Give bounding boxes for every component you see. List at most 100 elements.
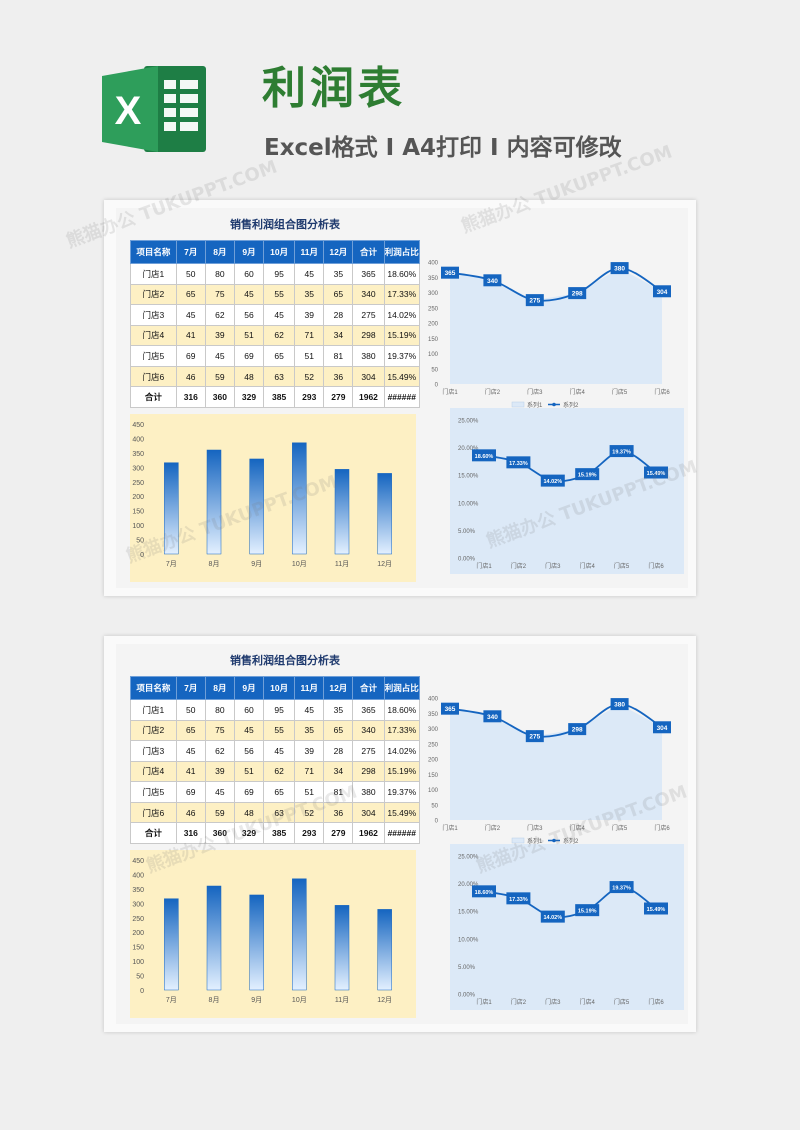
- row-label: 门店5: [130, 345, 177, 367]
- total-cell: 316: [175, 822, 206, 844]
- total-cell: 279: [323, 386, 354, 408]
- table-cell: 45: [294, 699, 325, 721]
- y-tick-label: 50: [136, 974, 144, 981]
- profit-table: 项目名称 7月 8月 9月 10月 11月 12月 合计 利润占比 门店1 50 80 60 95 45 35…: [130, 240, 421, 408]
- table-cell: 17.33%: [383, 283, 421, 306]
- total-cell: ######: [383, 386, 421, 408]
- table-cell: 304: [352, 801, 385, 824]
- table-cell: 298: [352, 324, 385, 347]
- bar: [164, 898, 179, 991]
- y-tick-label: 250: [132, 480, 144, 487]
- table-row: 门店3 45 62 56 45 39 28 275 14.02%: [130, 304, 421, 326]
- column-header: 10月: [263, 240, 296, 264]
- total-cell: 329: [233, 822, 265, 844]
- table-cell: 35: [294, 719, 325, 742]
- table-cell: 59: [204, 801, 235, 824]
- y-tick-label: 400: [428, 697, 439, 703]
- table-cell: 51: [294, 781, 325, 803]
- table-cell: 71: [294, 760, 325, 783]
- area-series: [450, 704, 662, 820]
- table-cell: 65: [175, 283, 206, 306]
- store-ratio-line-chart: 0.00% 5.00% 10.00% 15.00% 20.00% 25.00% 18.60%…: [420, 844, 684, 1010]
- y-tick-label: 350: [132, 451, 144, 458]
- y-tick-label: 200: [132, 494, 144, 501]
- data-label-box: [540, 474, 565, 487]
- table-cell: 35: [323, 263, 354, 285]
- data-label-box: [653, 721, 671, 734]
- x-tick-label: 门店1: [442, 388, 458, 396]
- data-label: 19.37%: [612, 450, 631, 456]
- x-tick-label: 门店1: [442, 824, 458, 832]
- y-tick-label: 450: [132, 422, 144, 429]
- y-tick-label: 20.00%: [458, 882, 479, 888]
- column-header: 7月: [175, 240, 206, 264]
- store-total-line-chart: 0 50 100 150 200 250 300 350 400 365 门店1 340 门店2 275 门…: [420, 680, 680, 846]
- y-tick-label: 5.00%: [458, 529, 476, 535]
- y-tick-label: 200: [428, 758, 439, 764]
- table-cell: 80: [204, 263, 235, 285]
- table-cell: 95: [263, 263, 296, 285]
- data-label-box: [644, 466, 668, 479]
- table-cell: 60: [233, 263, 265, 285]
- monthly-bar-chart: 0 50 100 150 200 250 300 350 400 450 7月 8月 9月 10月 11月 1…: [130, 850, 416, 1018]
- monthly-bar-chart: 0 50 100 150 200 250 300 350 400 450 7月 8月 9月 10月 11月 1…: [130, 414, 416, 582]
- row-label: 门店4: [130, 760, 177, 783]
- data-label: 304: [657, 289, 668, 296]
- data-label-box: [525, 294, 544, 307]
- table-cell: 62: [263, 760, 296, 783]
- x-tick-label: 门店6: [654, 388, 670, 396]
- table-cell: 45: [175, 740, 206, 762]
- data-label-box: [575, 904, 600, 917]
- y-tick-label: 50: [431, 367, 438, 373]
- x-tick-label: 门店2: [511, 998, 527, 1006]
- table-cell: 19.37%: [383, 781, 421, 803]
- x-tick-label: 门店4: [570, 388, 586, 396]
- table-row: 门店1 50 80 60 95 45 35 365 18.60%: [130, 699, 421, 721]
- data-label: 14.02%: [543, 479, 562, 485]
- y-tick-label: 0: [140, 988, 144, 995]
- table-row: 门店6 46 59 48 63 52 36 304 15.49%: [130, 801, 421, 824]
- column-header: 项目名称: [130, 240, 177, 264]
- total-cell: 279: [323, 822, 354, 844]
- x-tick-label: 门店6: [648, 998, 664, 1006]
- table-cell: 50: [175, 699, 206, 721]
- data-label: 18.60%: [475, 454, 494, 460]
- x-tick-label: 门店3: [545, 998, 561, 1006]
- data-label: 15.49%: [647, 471, 666, 477]
- row-label: 门店1: [130, 699, 177, 721]
- x-tick-label: 8月: [209, 560, 220, 568]
- data-label: 275: [529, 734, 540, 741]
- table-cell: 36: [323, 365, 354, 388]
- y-tick-label: 10.00%: [458, 501, 479, 507]
- data-label-box: [525, 730, 544, 743]
- table-cell: 81: [323, 345, 354, 367]
- bar: [292, 878, 307, 991]
- data-label: 365: [445, 270, 456, 277]
- table-cell: 340: [352, 283, 385, 306]
- page-title: 利润表: [262, 63, 406, 114]
- table-cell: 298: [352, 760, 385, 783]
- table-cell: 65: [263, 781, 296, 803]
- table-cell: 71: [294, 324, 325, 347]
- y-tick-label: 0.00%: [458, 993, 476, 999]
- table-cell: 69: [175, 345, 206, 367]
- y-tick-label: 50: [136, 538, 144, 545]
- data-label-box: [575, 468, 600, 481]
- data-label-box: [506, 892, 531, 905]
- column-header: 9月: [233, 676, 265, 700]
- table-cell: 55: [263, 719, 296, 742]
- table-cell: 275: [352, 740, 385, 762]
- y-tick-label: 250: [132, 916, 144, 923]
- table-cell: 81: [323, 781, 354, 803]
- table-cell: 14.02%: [383, 304, 421, 326]
- table-cell: 75: [204, 719, 235, 742]
- table-cell: 65: [263, 345, 296, 367]
- table-cell: 39: [204, 760, 235, 783]
- table-cell: 365: [352, 263, 385, 285]
- table-row: 门店5 69 45 69 65 51 81 380 19.37%: [130, 345, 421, 367]
- data-label: 380: [614, 266, 625, 273]
- table-cell: 45: [204, 345, 235, 367]
- y-tick-label: 300: [428, 291, 439, 297]
- total-cell: 293: [294, 822, 325, 844]
- data-label-box: [653, 285, 671, 298]
